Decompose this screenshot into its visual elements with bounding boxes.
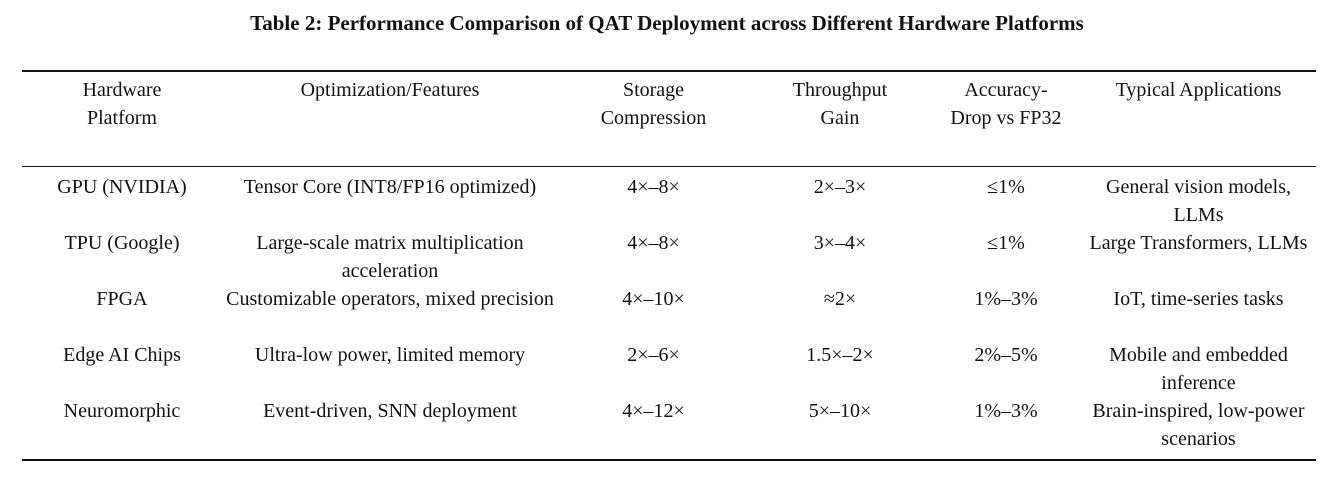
cell-features: Large-scale matrix multiplication accele… (256, 232, 524, 282)
cell-compression: 4×–8× (627, 176, 680, 198)
cell-features: Event-driven, SNN deployment (263, 400, 517, 422)
cell-accuracy-drop: 1%–3% (974, 400, 1038, 422)
bottom-rule (22, 459, 1316, 461)
cell-applications: Mobile and embedded inference (1109, 344, 1288, 394)
cell-compression: 4×–12× (622, 400, 685, 422)
cell-platform: GPU (NVIDIA) (57, 176, 187, 198)
cell-features: Ultra-low power, limited memory (254, 344, 526, 366)
header-rule (22, 166, 1316, 167)
table-row: GPU (NVIDIA) Tensor Core (INT8/FP16 opti… (22, 173, 1316, 229)
table-row: TPU (Google) Large-scale matrix multipli… (22, 229, 1316, 285)
cell-applications: General vision models, LLMs (1106, 176, 1291, 226)
cell-applications: Brain-inspired, low-power scenarios (1092, 400, 1305, 450)
cell-throughput: 2×–3× (813, 176, 867, 198)
cell-platform: TPU (Google) (64, 232, 180, 254)
cell-compression: 4×–8× (627, 232, 680, 254)
cell-applications: Large Transformers, LLMs (1089, 232, 1308, 254)
cell-throughput: 3×–4× (813, 232, 867, 254)
cell-accuracy-drop: 1%–3% (974, 288, 1038, 310)
cell-platform: Neuromorphic (63, 400, 181, 422)
cell-accuracy-drop: ≤1% (987, 176, 1025, 198)
table-row: Neuromorphic Event-driven, SNN deploymen… (22, 397, 1316, 453)
column-header-hardware-platform: Hardware Platform (82, 79, 162, 129)
cell-applications: IoT, time-series tasks (1113, 288, 1284, 310)
cell-platform: Edge AI Chips (63, 344, 181, 366)
column-header-accuracy-drop: Accuracy-Drop vs FP32 (950, 79, 1062, 129)
table-body: GPU (NVIDIA) Tensor Core (INT8/FP16 opti… (22, 173, 1316, 453)
cell-accuracy-drop: ≤1% (987, 232, 1025, 254)
cell-features: Tensor Core (INT8/FP16 optimized) (243, 176, 537, 198)
table-header: Hardware Platform Optimization/Features … (22, 76, 1316, 132)
table-row: Edge AI Chips Ultra-low power, limited m… (22, 341, 1316, 397)
top-rule (22, 70, 1316, 72)
column-header-optimization-features: Optimization/Features (300, 79, 480, 101)
table-row: FPGA Customizable operators, mixed preci… (22, 285, 1316, 341)
cell-throughput: 1.5×–2× (806, 344, 874, 366)
column-header-storage-compression: Storage Compression (600, 79, 707, 129)
cell-platform: FPGA (96, 288, 148, 310)
header-row: Hardware Platform Optimization/Features … (22, 76, 1316, 132)
column-header-throughput-gain: Throughput Gain (792, 79, 888, 129)
table-caption: Table 2: Performance Comparison of QAT D… (250, 11, 1084, 35)
cell-features: Customizable operators, mixed precision (226, 288, 554, 310)
cell-throughput: 5×–10× (808, 400, 872, 422)
cell-compression: 2×–6× (627, 344, 680, 366)
cell-accuracy-drop: 2%–5% (974, 344, 1038, 366)
cell-throughput: ≈2× (823, 288, 857, 310)
column-header-typical-applications: Typical Applications (1115, 79, 1282, 101)
cell-compression: 4×–10× (622, 288, 685, 310)
